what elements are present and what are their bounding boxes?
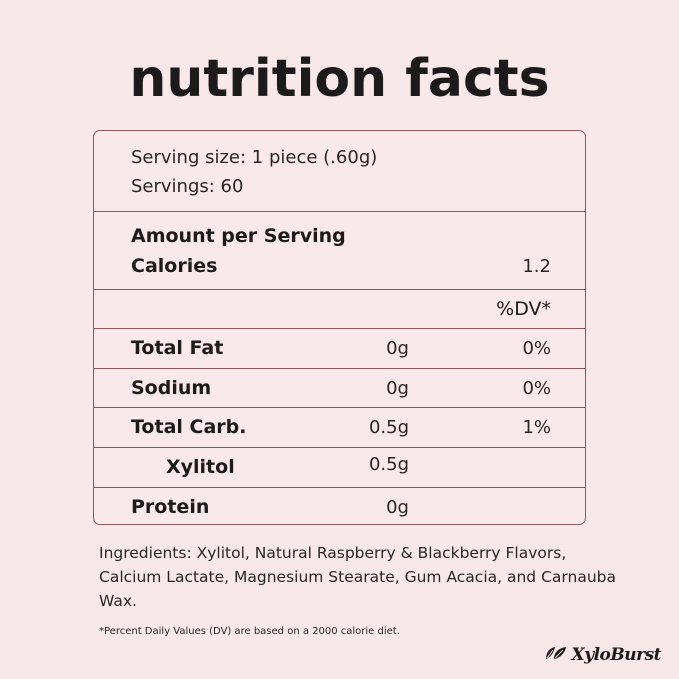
nutrient-row-sodium: Sodium 0g 0% — [94, 368, 585, 408]
nutrient-amount: 0g — [386, 378, 409, 399]
nutrient-row-total-carb: Total Carb. 0.5g 1% — [94, 407, 585, 447]
nutrient-amount: 0.5g — [368, 417, 409, 438]
page-title: nutrition facts — [129, 49, 550, 109]
servings-count: Servings: 60 — [131, 176, 244, 197]
amount-per-serving-header: Amount per Serving — [131, 225, 346, 247]
nutrient-row-xylitol: Xylitol 0.5g — [94, 447, 585, 487]
nutrient-label: Total Carb. — [131, 416, 247, 438]
nutrient-label: Protein — [131, 496, 210, 518]
leaf-icon — [544, 645, 568, 665]
nutrient-label: Sodium — [131, 377, 212, 399]
brand-name: XyloBurst — [571, 645, 662, 665]
calories-label: Calories — [131, 255, 218, 277]
nutrient-row-total-fat: Total Fat 0g 0% — [94, 328, 585, 368]
calories-value: 1.2 — [522, 256, 551, 277]
dv-header-row: %DV* — [94, 289, 585, 329]
dv-header: %DV* — [496, 298, 551, 320]
serving-size: Serving size: 1 piece (.60g) — [131, 147, 378, 168]
nutrient-dv: 1% — [522, 417, 551, 438]
amount-section: Amount per Serving Calories 1.2 — [94, 211, 585, 289]
nutrient-label: Xylitol — [166, 456, 235, 478]
nutrient-row-protein: Protein 0g — [94, 487, 585, 524]
brand-logo: XyloBurst — [544, 645, 662, 665]
ingredients-text: Ingredients: Xylitol, Natural Raspberry … — [99, 544, 616, 610]
nutrition-panel: Serving size: 1 piece (.60g) Servings: 6… — [93, 130, 586, 525]
nutrient-amount: 0g — [386, 338, 409, 359]
nutrient-label: Total Fat — [131, 337, 224, 359]
serving-section: Serving size: 1 piece (.60g) Servings: 6… — [94, 131, 585, 211]
dv-footnote: *Percent Daily Values (DV) are based on … — [99, 626, 400, 637]
nutrient-dv: 0% — [522, 338, 551, 359]
nutrient-amount: 0g — [386, 497, 409, 518]
nutrient-dv: 0% — [522, 378, 551, 399]
nutrient-amount: 0.5g — [368, 454, 409, 475]
